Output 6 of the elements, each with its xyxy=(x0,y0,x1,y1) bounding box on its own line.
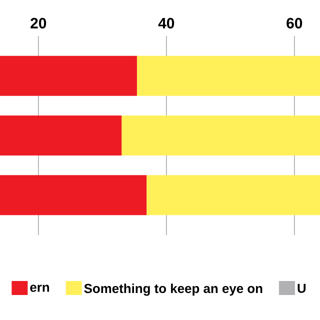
legend-label: U xyxy=(298,284,306,293)
legend-label: Something to keep an eye on xyxy=(84,284,262,296)
x-tick-label: 20 xyxy=(30,18,46,28)
x-tick-label: 40 xyxy=(158,18,174,28)
legend-label: ern xyxy=(30,284,50,292)
x-tick-label: 60 xyxy=(286,18,302,28)
